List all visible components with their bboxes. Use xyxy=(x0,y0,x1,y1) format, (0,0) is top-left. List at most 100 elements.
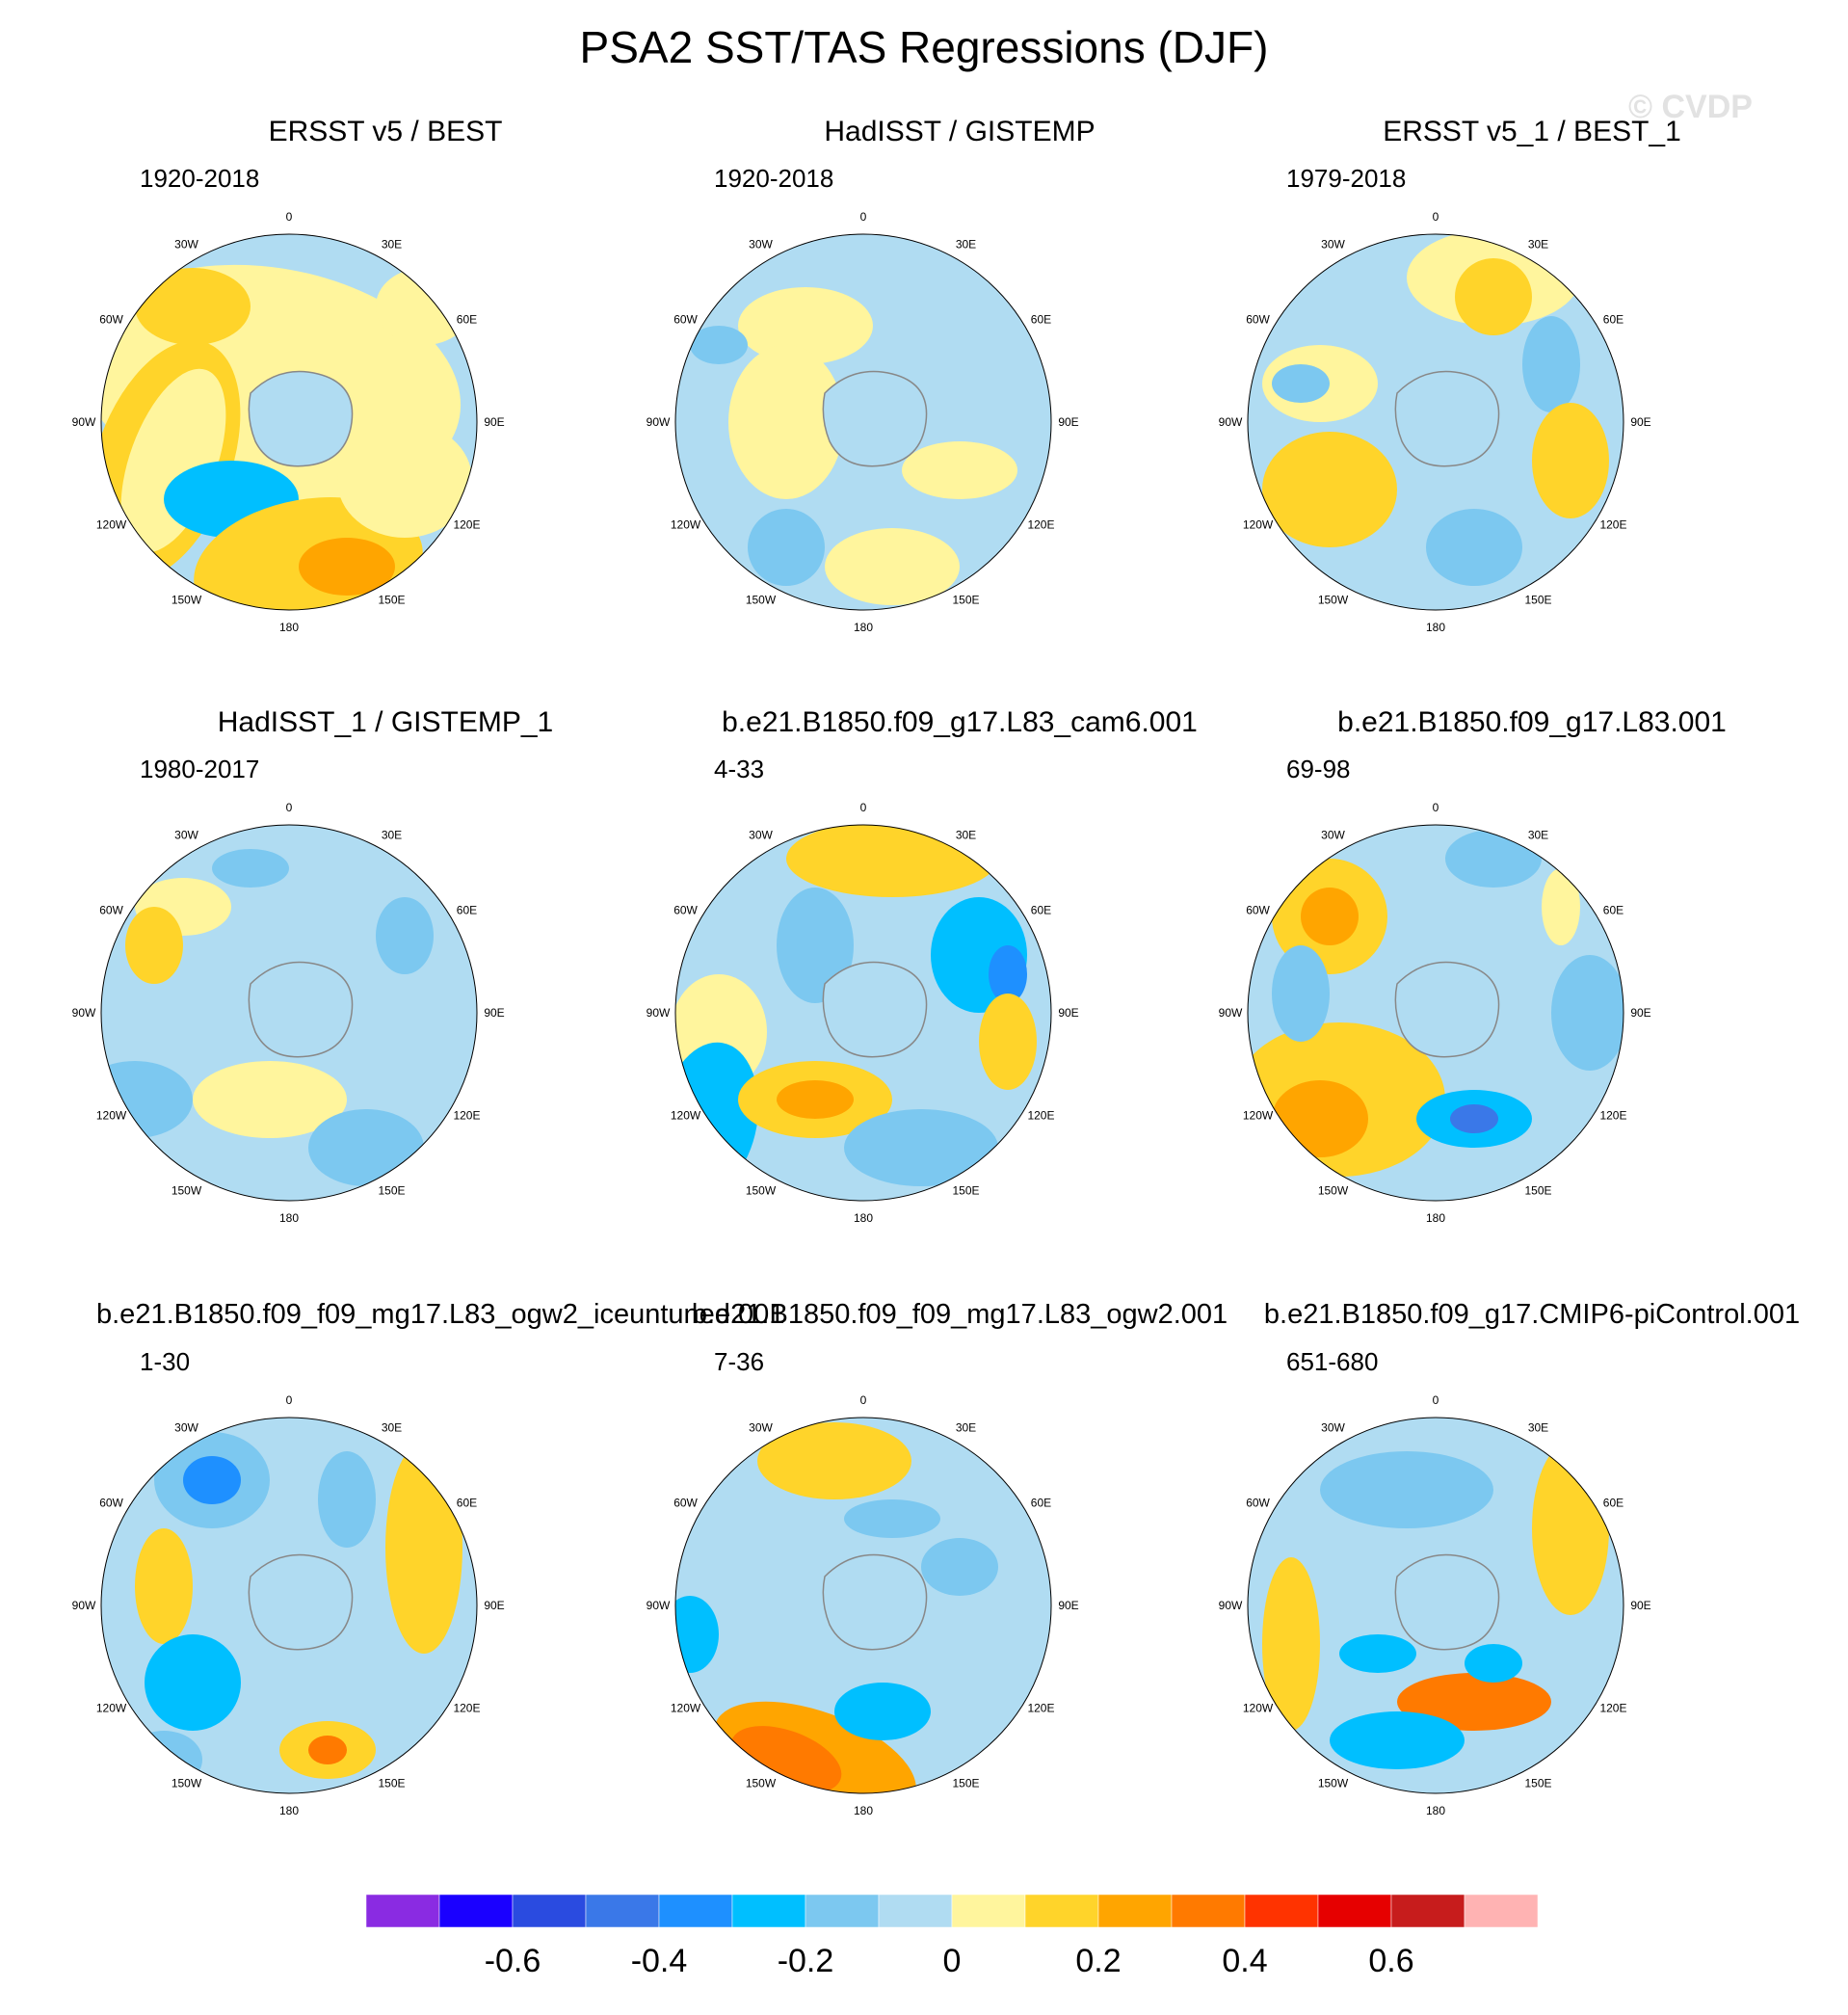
longitude-label: 150E xyxy=(378,1776,405,1790)
anomaly-region xyxy=(183,1456,241,1504)
map-field xyxy=(675,234,1051,610)
longitude-label: 90W xyxy=(647,1599,671,1612)
longitude-label: 120W xyxy=(96,518,127,532)
longitude-label: 60W xyxy=(1246,1497,1270,1510)
longitude-label: 60E xyxy=(1031,1497,1051,1510)
longitude-label: 30E xyxy=(956,238,976,252)
longitude-label: 180 xyxy=(279,1804,299,1817)
antarctica-coastline xyxy=(1394,370,1500,467)
panel-5: b.e21.B1850.f09_g17.L83_cam6.001 4-33 0 3… xyxy=(647,706,1249,1304)
anomaly-region xyxy=(979,994,1037,1090)
figure-title: PSA2 SST/TAS Regressions (DJF) xyxy=(579,22,1269,72)
longitude-label: 150E xyxy=(378,1183,405,1197)
longitude-label: 30E xyxy=(1528,238,1548,252)
longitude-label: 150W xyxy=(746,1183,777,1197)
longitude-label: 120E xyxy=(1027,1109,1054,1123)
longitude-label: 0 xyxy=(286,210,293,224)
longitude-label: 120W xyxy=(671,1702,701,1715)
longitude-label: 0 xyxy=(1433,1393,1439,1407)
longitude-label: 30W xyxy=(174,238,198,252)
longitude-label: 60W xyxy=(673,1497,698,1510)
anomaly-region xyxy=(376,268,472,345)
longitude-label: 150W xyxy=(172,593,202,606)
panel-8: b.e21.B1850.f09_f09_mg17.L83_ogw2.001 7-… xyxy=(647,1299,1249,1896)
anomaly-region xyxy=(844,1499,940,1538)
anomaly-region xyxy=(690,326,748,364)
longitude-label: 60E xyxy=(1603,1497,1624,1510)
longitude-label: 30E xyxy=(1528,1421,1548,1435)
longitude-label: 90W xyxy=(72,1599,96,1612)
longitude-label: 60W xyxy=(99,1497,123,1510)
anomaly-region xyxy=(1272,364,1330,403)
longitude-label: 90E xyxy=(1058,1599,1078,1612)
longitude-label: 30E xyxy=(956,1421,976,1435)
panel-period: 69-98 xyxy=(1286,755,1351,783)
longitude-label: 150E xyxy=(952,593,979,606)
panel-period: 4-33 xyxy=(714,755,765,783)
anomaly-region xyxy=(989,945,1027,1003)
panel-title: b.e21.B1850.f09_g17.CMIP6-piControl.001 xyxy=(1263,1299,1801,1330)
longitude-label: 120W xyxy=(96,1109,127,1123)
longitude-label: 120E xyxy=(1027,1702,1054,1715)
longitude-label: 60E xyxy=(457,904,477,917)
anomaly-region xyxy=(834,1683,931,1740)
panel-title: b.e21.B1850.f09_f09_mg17.L83_ogw2.001 xyxy=(691,1299,1228,1330)
anomaly-region xyxy=(308,1736,347,1764)
panel-title: HadISST_1 / GISTEMP_1 xyxy=(217,706,554,738)
colorbar-swatch xyxy=(951,1895,1026,1927)
colorbar xyxy=(366,1895,1538,1927)
longitude-label: 120W xyxy=(1243,518,1274,532)
longitude-label: 0 xyxy=(1433,801,1439,814)
longitude-label: 150E xyxy=(952,1776,979,1790)
colorbar-swatch xyxy=(658,1895,733,1927)
longitude-label: 60W xyxy=(99,313,123,327)
colorbar-swatch xyxy=(1097,1895,1173,1927)
map-field xyxy=(1248,825,1624,1201)
map-field xyxy=(1248,1418,1624,1793)
longitude-label: 120E xyxy=(1599,518,1626,532)
colorbar-tick-label: 0.6 xyxy=(1368,1943,1414,1979)
map-field xyxy=(101,234,477,610)
longitude-label: 0 xyxy=(860,210,867,224)
longitude-label: 90E xyxy=(1630,415,1650,429)
anomaly-region xyxy=(728,345,844,499)
longitude-label: 150W xyxy=(1318,593,1349,606)
panel-title: ERSST v5_1 / BEST_1 xyxy=(1383,116,1681,147)
anomaly-region xyxy=(777,1080,854,1119)
anomaly-region xyxy=(675,1596,719,1673)
longitude-label: 180 xyxy=(854,621,873,634)
anomaly-region xyxy=(1262,1557,1320,1731)
longitude-label: 180 xyxy=(854,1211,873,1225)
polar-map: 0 30E 60E 90E 120E 150E 180 150W 120W 90W 60W 30W xyxy=(72,1393,505,1817)
panel-period: 7-36 xyxy=(714,1347,765,1376)
anomaly-region xyxy=(777,888,854,1003)
longitude-label: 90E xyxy=(484,1006,504,1020)
antarctica-coastline xyxy=(248,961,354,1058)
anomaly-region xyxy=(1450,1104,1498,1133)
longitude-label: 90E xyxy=(1630,1599,1650,1612)
anomaly-region xyxy=(1465,1644,1522,1683)
longitude-label: 90E xyxy=(1630,1006,1650,1020)
antarctica-coastline xyxy=(1394,961,1500,1058)
longitude-label: 30W xyxy=(174,1421,198,1435)
polar-map: 0 30E 60E 90E 120E 150E 180 150W 120W 90W 60W 30W xyxy=(72,801,505,1225)
map-border xyxy=(1247,1417,1624,1794)
longitude-label: 30W xyxy=(1321,829,1345,842)
colorbar-tick-label: -0.4 xyxy=(630,1943,688,1979)
antarctica-coastline xyxy=(248,1553,354,1651)
map-border xyxy=(1247,233,1624,611)
colorbar-swatch xyxy=(805,1895,880,1927)
anomaly-region xyxy=(1542,868,1580,945)
anomaly-region xyxy=(1426,509,1522,586)
colorbar-swatch xyxy=(731,1895,806,1927)
map-border xyxy=(100,1417,478,1794)
colorbar-swatch xyxy=(1244,1895,1319,1927)
colorbar-swatch xyxy=(366,1895,440,1927)
longitude-label: 60E xyxy=(1603,904,1624,917)
longitude-label: 60W xyxy=(673,313,698,327)
longitude-label: 150W xyxy=(746,1776,777,1790)
longitude-label: 30W xyxy=(1321,238,1345,252)
longitude-label: 120E xyxy=(453,1109,480,1123)
longitude-label: 30E xyxy=(382,829,402,842)
map-border xyxy=(100,824,478,1202)
